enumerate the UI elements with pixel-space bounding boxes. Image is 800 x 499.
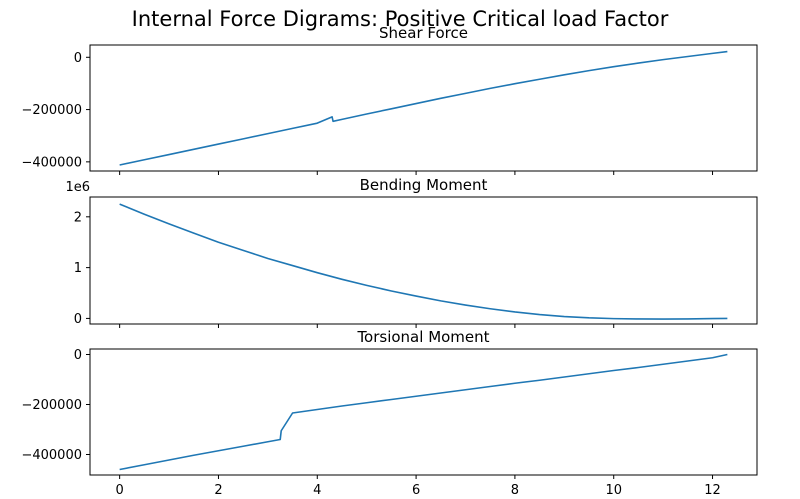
panel-title: Shear Force: [379, 24, 468, 42]
y-tick-label: 0: [74, 348, 82, 363]
y-tick-label: −200000: [21, 398, 82, 413]
series-line: [119, 203, 728, 320]
y-tick-label: −400000: [21, 155, 82, 170]
x-tick-label: 2: [214, 483, 222, 498]
y-tick-label: 2: [74, 210, 82, 225]
figure-suptitle: Internal Force Digrams: Positive Critica…: [132, 7, 669, 31]
panel-title: Bending Moment: [360, 176, 488, 194]
chart-panel-1: Bending Moment 0 1 2 1e6: [65, 176, 758, 328]
series-line: [119, 50, 728, 166]
y-tick-label: 0: [74, 51, 82, 66]
y-offset-label: 1e6: [65, 180, 90, 195]
y-tick-label: −200000: [21, 103, 82, 118]
panel-title: Torsional Moment: [356, 328, 489, 346]
plot-area-frame: [89, 44, 758, 172]
y-tick-label: 1: [74, 261, 82, 276]
x-tick-label: 10: [605, 483, 622, 498]
series-line: [119, 353, 728, 471]
x-tick-label: 6: [412, 483, 420, 498]
x-tick-label: 0: [116, 483, 124, 498]
plot-area-frame: [89, 196, 758, 325]
plot-area-frame: [89, 348, 758, 476]
x-tick-label: 8: [511, 483, 519, 498]
y-tick-label: −400000: [21, 448, 82, 463]
chart-panel-0: Shear Force 0 −200000 −400000: [21, 24, 758, 175]
y-tick-label: 0: [74, 312, 82, 327]
chart-panel-2: Torsional Moment 0 −200000 −400000 0 2 4 6 8 10 12: [21, 328, 758, 498]
x-tick-label: 12: [704, 483, 721, 498]
x-tick-label: 4: [313, 483, 321, 498]
chart-panels: Shear Force 0 −200000 −400000 Bending Moment…: [21, 24, 758, 498]
